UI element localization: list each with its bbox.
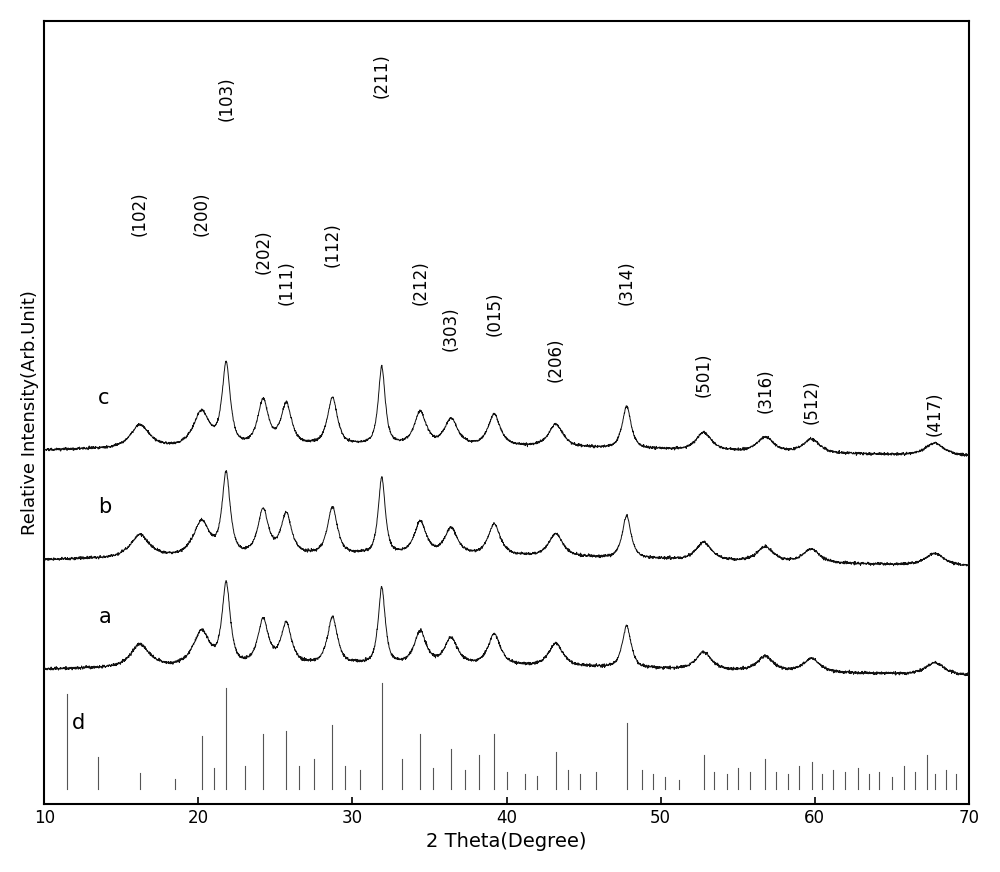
Text: (015): (015) xyxy=(485,291,503,336)
Text: d: d xyxy=(72,713,85,733)
Text: (211): (211) xyxy=(373,53,391,98)
Text: (417): (417) xyxy=(926,392,944,436)
Text: (316): (316) xyxy=(756,368,774,412)
Text: (314): (314) xyxy=(618,261,636,305)
Text: (206): (206) xyxy=(547,337,565,382)
Text: (200): (200) xyxy=(193,192,211,236)
Text: (102): (102) xyxy=(131,191,149,236)
Text: (202): (202) xyxy=(254,229,272,275)
Y-axis label: Relative Intensity(Arb.Unit): Relative Intensity(Arb.Unit) xyxy=(21,290,39,535)
Text: (303): (303) xyxy=(442,307,460,351)
X-axis label: 2 Theta(Degree): 2 Theta(Degree) xyxy=(426,832,587,851)
Text: c: c xyxy=(98,388,110,407)
Text: b: b xyxy=(98,497,112,517)
Text: (212): (212) xyxy=(411,261,429,305)
Text: a: a xyxy=(98,607,111,627)
Text: (111): (111) xyxy=(277,261,295,305)
Text: (103): (103) xyxy=(217,76,235,120)
Text: (112): (112) xyxy=(323,222,341,267)
Text: (501): (501) xyxy=(695,353,713,398)
Text: (512): (512) xyxy=(803,379,821,424)
